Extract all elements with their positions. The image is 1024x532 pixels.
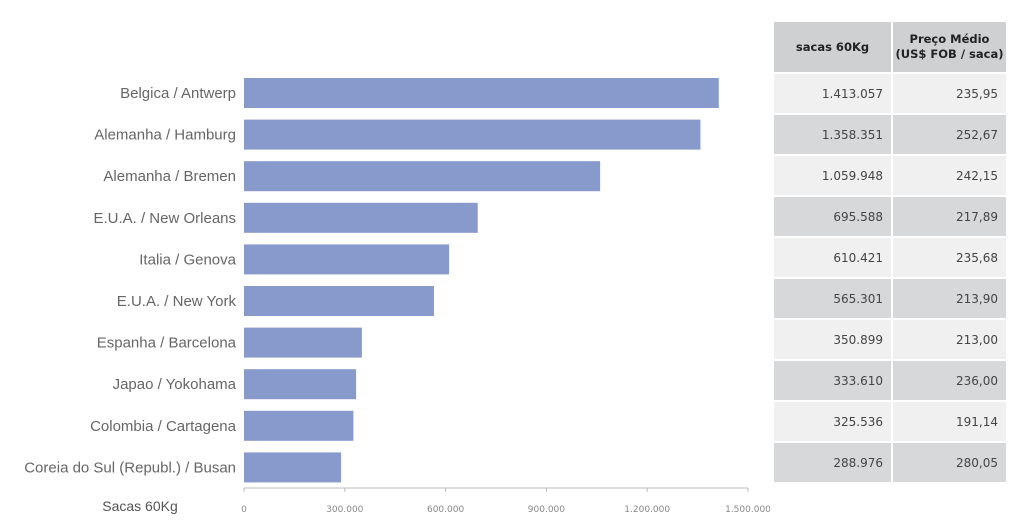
category-label: Alemanha / Bremen [103, 168, 236, 185]
table-row: 1.358.351 252,67 [774, 115, 1006, 154]
cell-preco: 235,95 [893, 74, 1006, 113]
header-preco-line1: Preço Médio [909, 32, 990, 46]
header-sacas: sacas 60Kg [774, 22, 891, 72]
cell-sacas: 333.610 [774, 361, 891, 400]
table-header-row: sacas 60Kg Preço Médio (US$ FOB / saca) [774, 22, 1006, 72]
cell-preco: 252,67 [893, 115, 1006, 154]
category-label: E.U.A. / New Orleans [93, 210, 236, 227]
bar-chart: Belgica / Antwerp Alemanha / Hamburg Alema… [24, 78, 770, 515]
x-tick-label: 300.000 [326, 505, 363, 515]
cell-sacas: 350.899 [774, 320, 891, 359]
data-table: sacas 60Kg Preço Médio (US$ FOB / saca) … [772, 20, 1008, 484]
bar [244, 161, 601, 192]
category-label: Japao / Yokohama [113, 376, 237, 393]
bar [244, 286, 434, 316]
category-label: Espanha / Barcelona [97, 335, 237, 352]
bar [244, 327, 362, 358]
cell-preco: 236,00 [893, 361, 1006, 400]
x-tick-label: 1.500.000 [725, 505, 770, 515]
category-label: Alemanha / Hamburg [94, 127, 236, 144]
category-label: Belgica / Antwerp [120, 85, 236, 102]
cell-preco: 235,68 [893, 238, 1006, 277]
table-row: 288.976 280,05 [774, 443, 1006, 482]
table-row: 610.421 235,68 [774, 238, 1006, 277]
category-label: Colombia / Cartagena [90, 418, 237, 435]
table-row: 1.413.057 235,95 [774, 74, 1006, 113]
cell-sacas: 1.059.948 [774, 156, 891, 195]
cell-preco: 213,00 [893, 320, 1006, 359]
bar [244, 202, 478, 233]
cell-sacas: 1.358.351 [774, 115, 891, 154]
table-row: 1.059.948 242,15 [774, 156, 1006, 195]
cell-sacas: 565.301 [774, 279, 891, 318]
cell-preco: 213,90 [893, 279, 1006, 318]
x-tick-label: 900.000 [528, 505, 565, 515]
table-row: 350.899 213,00 [774, 320, 1006, 359]
category-label: Coreia do Sul (Republ.) / Busan [24, 459, 236, 476]
header-preco: Preço Médio (US$ FOB / saca) [893, 22, 1006, 72]
bar [244, 119, 701, 150]
x-tick-label: 1.200.000 [624, 505, 670, 515]
bar [244, 78, 719, 108]
bar [244, 452, 342, 483]
cell-preco: 280,05 [893, 443, 1006, 482]
x-tick-label: 600.000 [427, 505, 464, 515]
category-label: Italia / Genova [139, 251, 236, 268]
table-row: 565.301 213,90 [774, 279, 1006, 318]
cell-preco: 217,89 [893, 197, 1006, 236]
table-row: 325.536 191,14 [774, 402, 1006, 441]
x-tick-label: 0 [241, 505, 247, 515]
cell-sacas: 288.976 [774, 443, 891, 482]
bar [244, 369, 357, 400]
cell-preco: 242,15 [893, 156, 1006, 195]
bar [244, 410, 354, 441]
cell-preco: 191,14 [893, 402, 1006, 441]
table-row: 333.610 236,00 [774, 361, 1006, 400]
cell-sacas: 1.413.057 [774, 74, 891, 113]
header-preco-line2: (US$ FOB / saca) [895, 47, 1004, 61]
table-row: 695.588 217,89 [774, 197, 1006, 236]
bar [244, 244, 450, 275]
cell-sacas: 325.536 [774, 402, 891, 441]
cell-sacas: 610.421 [774, 238, 891, 277]
cell-sacas: 695.588 [774, 197, 891, 236]
axis-title: Sacas 60Kg [102, 498, 178, 514]
category-label: E.U.A. / New York [117, 293, 237, 310]
